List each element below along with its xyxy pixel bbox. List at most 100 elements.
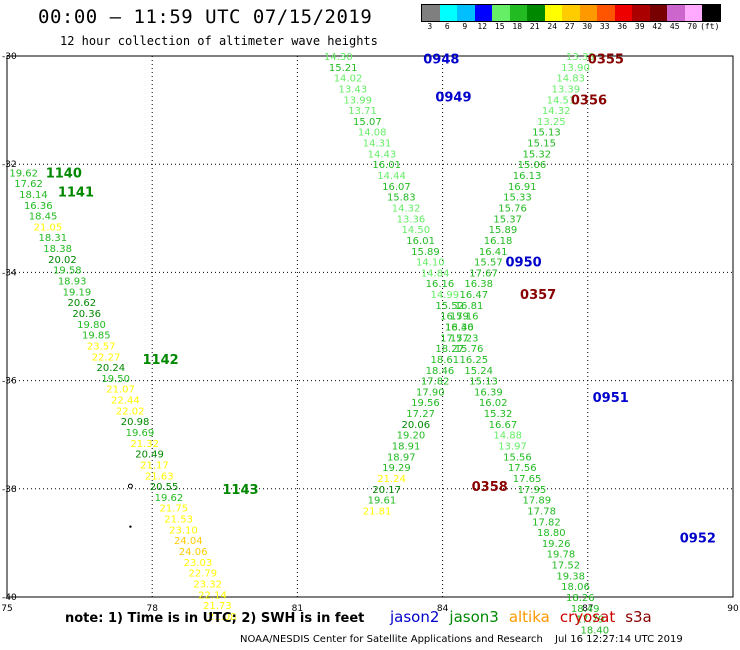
footnote: note: 1) Time is in UTC; 2) SWH is in fe… bbox=[65, 611, 365, 626]
swh-value-jason3: 21.17 bbox=[140, 460, 169, 471]
color-scale-label: 27 bbox=[564, 22, 575, 31]
swh-value-jason3: 23.03 bbox=[184, 558, 213, 569]
lat-tick-label: -40 bbox=[2, 593, 17, 603]
color-scale-label: 15 bbox=[494, 22, 505, 31]
swh-value-jason3: 22.02 bbox=[116, 406, 145, 417]
lon-tick-label: 81 bbox=[292, 604, 303, 614]
swh-value-jason2: 15.56 bbox=[503, 452, 532, 463]
color-scale-label: 70 bbox=[687, 22, 698, 31]
swh-value-jason2: 18.26 bbox=[566, 593, 595, 604]
color-scale-swatch bbox=[649, 5, 667, 21]
swh-value-s3a: 18.27 bbox=[435, 344, 464, 355]
color-scale-swatch bbox=[614, 5, 632, 21]
swh-value-jason3: 18.93 bbox=[58, 277, 87, 288]
color-scale-label: 36 bbox=[617, 22, 628, 31]
color-scale-label: 39 bbox=[634, 22, 645, 31]
swh-value-s3a: 20.17 bbox=[372, 485, 401, 496]
swh-value-jason2: 14.32 bbox=[392, 203, 421, 214]
lon-tick-label: 78 bbox=[146, 604, 158, 614]
swh-value-jason2: 16.67 bbox=[489, 420, 518, 431]
swh-value-jason2: 17.56 bbox=[508, 463, 537, 474]
swh-value-jason2: 17.52 bbox=[552, 561, 581, 572]
swh-value-jason2: 17.82 bbox=[532, 517, 561, 528]
legend-entry-cryosat: cryosat bbox=[559, 608, 616, 626]
swh-value-jason2: 14.31 bbox=[363, 139, 392, 150]
swh-value-jason3: 24.06 bbox=[179, 547, 208, 558]
swh-value-jason2: 17.79 bbox=[576, 615, 605, 626]
swh-value-jason3: 20.62 bbox=[68, 298, 97, 309]
swh-value-jason2: 14.02 bbox=[334, 74, 363, 85]
swh-value-s3a: 15.76 bbox=[498, 203, 527, 214]
satellite-legend: jason2 jason3 altika cryosat s3a bbox=[390, 608, 662, 626]
swh-value-jason2: 17.89 bbox=[522, 496, 551, 507]
swh-value-s3a: 13.25 bbox=[537, 117, 566, 128]
swh-value-jason3: 19.85 bbox=[82, 331, 111, 342]
swh-value-s3a: 17.27 bbox=[406, 409, 435, 420]
pass-time-label: 0951 bbox=[593, 391, 629, 406]
swh-value-jason3: 20.02 bbox=[48, 255, 77, 266]
map-frame bbox=[6, 55, 734, 598]
swh-value-s3a: 13.90 bbox=[561, 63, 590, 74]
swh-value-jason3: 21.08 bbox=[208, 612, 237, 623]
legend-entry-jason3: jason3 bbox=[449, 608, 499, 626]
swh-value-jason2: 16.16 bbox=[426, 279, 455, 290]
island-mark bbox=[129, 525, 132, 528]
swh-value-jason2: 19.26 bbox=[542, 539, 571, 550]
swh-value-jason2: 14.10 bbox=[416, 258, 445, 269]
swh-value-jason3: 21.73 bbox=[203, 601, 232, 612]
swh-value-jason3: 24.04 bbox=[174, 536, 203, 547]
swh-value-s3a: 15.15 bbox=[527, 139, 556, 150]
color-scale-swatch bbox=[422, 5, 440, 21]
swh-value-s3a: 20.06 bbox=[401, 420, 430, 431]
color-scale-label: (ft) bbox=[700, 22, 720, 31]
swh-value-jason3: 19.69 bbox=[126, 428, 155, 439]
swh-value-jason2: 17.23 bbox=[450, 333, 479, 344]
swh-value-jason2: 15.07 bbox=[353, 117, 382, 128]
swh-value-jason2: 16.01 bbox=[372, 160, 401, 171]
lon-tick-label: 90 bbox=[727, 604, 739, 614]
swh-value-jason2: 18.40 bbox=[445, 323, 474, 334]
swh-value-jason2: 15.76 bbox=[455, 344, 484, 355]
swh-value-s3a: 17.16 bbox=[450, 312, 479, 323]
lon-tick-label: 87 bbox=[582, 604, 593, 614]
swh-value-s3a: 19.56 bbox=[411, 398, 440, 409]
swh-value-jason3: 23.32 bbox=[193, 579, 222, 590]
lat-tick-label: -34 bbox=[2, 268, 17, 278]
swh-value-jason3: 19.62 bbox=[9, 168, 38, 179]
lat-tick-label: -38 bbox=[2, 485, 17, 495]
swh-value-jason3: 23.10 bbox=[169, 525, 198, 536]
color-scale-swatch bbox=[439, 5, 457, 21]
pass-time-label: 0355 bbox=[588, 53, 624, 68]
swh-value-jason2: 15.32 bbox=[484, 409, 513, 420]
swh-value-jason3: 20.49 bbox=[135, 450, 164, 461]
swh-value-s3a: 16.36 bbox=[445, 323, 474, 334]
swh-value-jason2: 19.78 bbox=[547, 550, 576, 561]
swh-value-jason2: 13.99 bbox=[343, 95, 372, 106]
swh-value-jason2: 14.88 bbox=[493, 431, 522, 442]
credit-line: NOAA/NESDIS Center for Satellite Applica… bbox=[240, 634, 543, 645]
swh-value-s3a: 19.20 bbox=[397, 431, 426, 442]
color-scale-swatch bbox=[474, 5, 492, 21]
color-scale-label: 42 bbox=[652, 22, 663, 31]
swh-value-s3a: 14.83 bbox=[556, 74, 585, 85]
color-scale-label: 24 bbox=[547, 22, 558, 31]
pass-time-label: 0356 bbox=[571, 93, 607, 108]
swh-value-s3a: 17.57 bbox=[440, 333, 469, 344]
swh-value-jason2: 16.59 bbox=[440, 312, 469, 323]
swh-value-s3a: 15.13 bbox=[532, 128, 561, 139]
swh-value-jason3: 16.36 bbox=[24, 201, 53, 212]
color-scale-swatch bbox=[492, 5, 510, 21]
swh-value-jason2: 14.30 bbox=[324, 52, 353, 63]
swh-value-jason2: 15.21 bbox=[329, 63, 358, 74]
swh-value-s3a: 16.13 bbox=[513, 171, 542, 182]
island-mark bbox=[127, 483, 133, 489]
swh-value-jason3: 20.24 bbox=[97, 363, 126, 374]
swh-value-jason3: 22.79 bbox=[189, 569, 218, 580]
swh-value-jason2: 13.36 bbox=[397, 214, 426, 225]
swh-value-jason2: 14.84 bbox=[421, 268, 450, 279]
color-scale-label: 45 bbox=[669, 22, 680, 31]
legend-entry-altika: altika bbox=[508, 608, 550, 626]
swh-value-s3a: 21.24 bbox=[377, 474, 406, 485]
pass-time-label: 0950 bbox=[506, 256, 542, 271]
color-scale-swatch bbox=[684, 5, 702, 21]
